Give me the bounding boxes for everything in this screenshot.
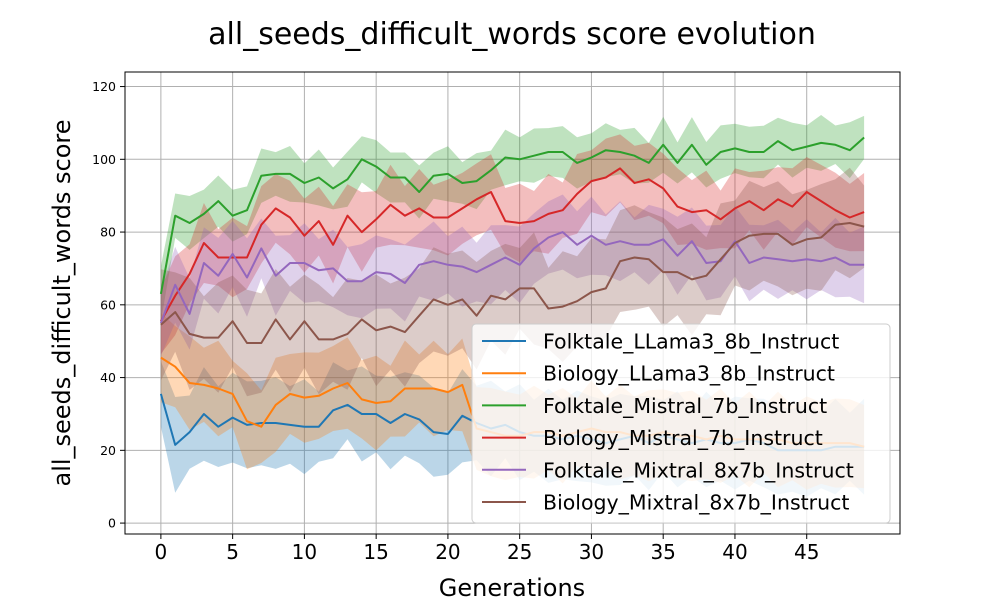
x-tick-label: 15 (363, 540, 388, 564)
x-axis-label: Generations (439, 574, 585, 600)
y-tick-label: 100 (92, 152, 116, 167)
y-tick-label: 60 (100, 297, 116, 312)
legend-label: Folktale_Mistral_7b_Instruct (543, 394, 827, 419)
x-tick-label: 25 (507, 540, 532, 564)
y-tick-label: 20 (100, 443, 116, 458)
axes-frame (124, 71, 901, 535)
y-axis-label: all_seeds_difficult_words score (48, 119, 76, 486)
y-tick-label: 0 (108, 516, 116, 531)
y-tick-label: 80 (100, 225, 116, 240)
chart-title: all_seeds_difficult_words score evolutio… (208, 17, 816, 52)
band-Biology_Mistral_7b_Instruct (160, 134, 865, 354)
x-tick-label: 35 (650, 540, 675, 564)
legend-label: Biology_LLama3_8b_Instruct (543, 362, 835, 387)
x-tick-label: 20 (435, 540, 460, 564)
band-Biology_Mixtral_8x7b_Instruct (160, 167, 865, 397)
legend-label: Folktale_LLama3_8b_Instruct (543, 330, 839, 355)
y-tick-label: 40 (100, 370, 116, 385)
x-tick-label: 0 (155, 540, 168, 564)
legend-box (471, 323, 891, 524)
band-Folktale_Mixtral_8x7b_Instruct (160, 194, 865, 356)
legend-label: Biology_Mixtral_8x7b_Instruct (543, 491, 849, 516)
line-Folktale_Mistral_7b_Instruct (159, 136, 865, 295)
legend-label: Folktale_Mixtral_8x7b_Instruct (543, 458, 854, 483)
x-tick-label: 10 (292, 540, 317, 564)
line-Biology_Mixtral_8x7b_Instruct (160, 222, 865, 344)
plot-area: 0 5 10 15 20 25 30 35 40 45 0 20 40 60 80 100 120 Folktal… (92, 71, 901, 564)
y-tick-label: 120 (92, 79, 116, 94)
x-tick-label: 5 (226, 540, 239, 564)
x-tick-label: 40 (722, 540, 747, 564)
legend-label: Biology_Mistral_7b_Instruct (543, 426, 823, 451)
band-Folktale_Mistral_7b_Instruct (160, 115, 865, 322)
line-Biology_Mistral_7b_Instruct (160, 167, 865, 322)
line-Folktale_Mixtral_8x7b_Instruct (159, 231, 865, 324)
x-tick-label: 45 (794, 540, 819, 564)
x-tick-label: 30 (579, 540, 604, 564)
